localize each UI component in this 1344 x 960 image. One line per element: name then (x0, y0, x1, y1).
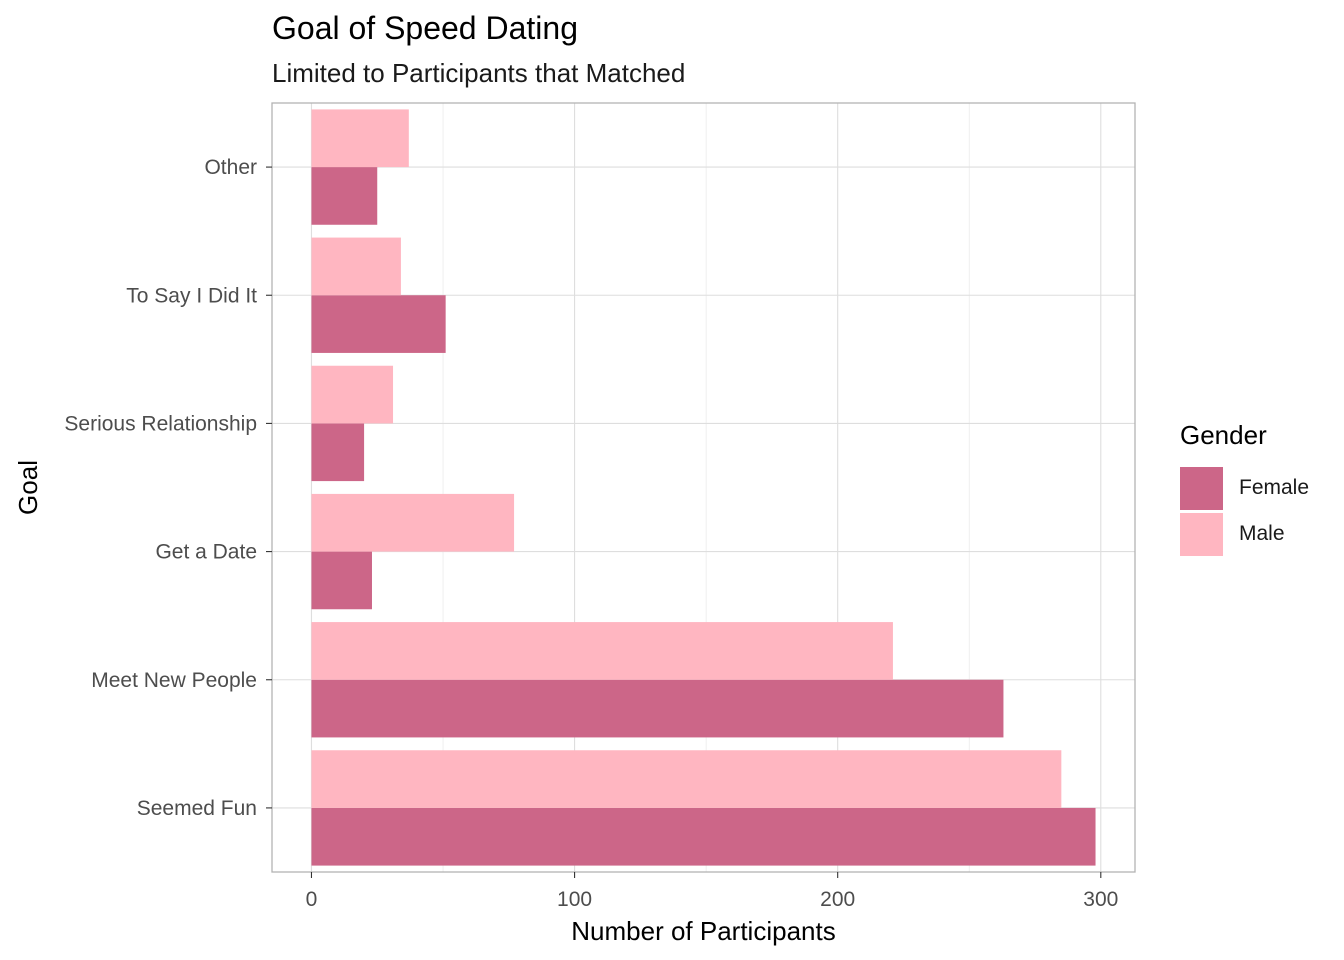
panel-border (271, 102, 1136, 873)
legend-label-female: Female (1239, 476, 1310, 499)
x-axis-title: Number of Participants (571, 916, 835, 946)
bars (311, 109, 1096, 866)
bar-male-serious-relationship (311, 365, 394, 424)
bar-female-other (311, 167, 378, 225)
y-axis-title: Goal (13, 460, 43, 515)
y-tick-label: Serious Relationship (64, 412, 257, 435)
x-tick-label: 200 (820, 888, 855, 911)
bar-male-other (311, 109, 409, 168)
legend-title: Gender (1180, 420, 1267, 450)
legend-item-male: Male (1180, 511, 1309, 557)
chart-subtitle: Limited to Participants that Matched (272, 58, 686, 88)
bar-female-get-a-date (311, 551, 372, 610)
bar-male-get-a-date (311, 493, 515, 552)
legend-key-female (1180, 466, 1223, 510)
x-tick-label: 300 (1083, 888, 1118, 911)
y-tick-label: Other (204, 156, 257, 179)
x-tick-label: 100 (557, 888, 592, 911)
bar-female-seemed-fun (311, 807, 1096, 866)
y-tick-label: Meet New People (91, 669, 257, 692)
legend-item-female: Female (1180, 465, 1309, 511)
chart-title: Goal of Speed Dating (272, 10, 578, 46)
bar-female-serious-relationship (311, 423, 365, 482)
bar-female-to-say-i-did-it (311, 295, 446, 353)
bar-female-meet-new-people (311, 679, 1004, 738)
y-tick-label: Get a Date (155, 541, 257, 564)
y-tick-label: To Say I Did It (126, 284, 257, 307)
bar-male-to-say-i-did-it (311, 237, 401, 296)
legend-label-male: Male (1239, 522, 1285, 545)
bar-male-meet-new-people (311, 622, 893, 680)
bar-male-seemed-fun (311, 750, 1062, 808)
legend-key-male (1180, 512, 1223, 556)
x-tick-label: 0 (306, 888, 318, 911)
legend: Gender Female Male (1180, 420, 1309, 557)
axis-ticks: 0 100 200 300 Seemed Fun Meet New People Get a… (64, 156, 1118, 911)
y-tick-label: Seemed Fun (137, 797, 257, 820)
